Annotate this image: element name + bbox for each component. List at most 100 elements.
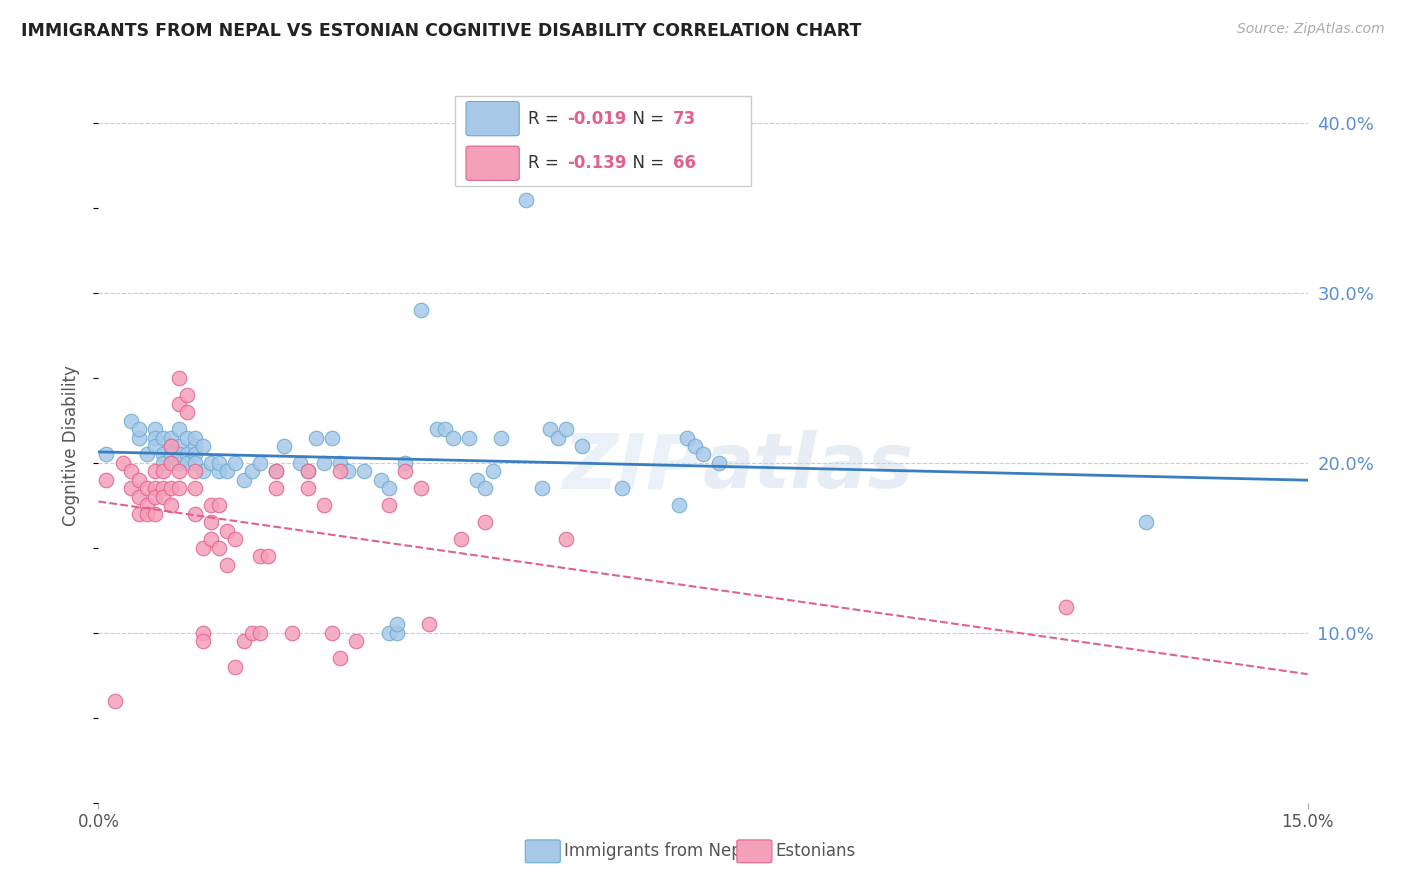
Point [120,413,142,427]
Point [167,456,190,470]
Point [128,422,150,436]
Point [208,541,231,555]
Point [314,499,336,513]
Point [458,430,481,444]
Point [434,422,457,436]
Text: Immigrants from Nepal: Immigrants from Nepal [564,842,756,860]
Point [135,448,157,462]
Point [167,482,190,496]
Point [474,482,496,496]
Text: ZIP: ZIP [564,431,703,504]
Point [143,482,166,496]
Point [385,617,408,632]
Point [418,617,440,632]
Point [167,465,190,479]
Text: R =: R = [527,154,564,172]
Point [184,465,207,479]
Point [240,465,263,479]
Point [160,456,183,470]
Point [394,456,416,470]
Text: N =: N = [621,110,669,128]
Point [193,439,215,453]
Point [160,482,183,496]
Point [474,516,496,530]
Point [377,482,399,496]
Point [184,456,207,470]
Point [143,422,166,436]
Point [256,549,278,564]
Point [409,303,432,318]
Point [224,660,246,674]
Point [249,549,271,564]
Point [160,499,183,513]
Point [176,448,198,462]
Point [152,430,174,444]
Point [193,626,215,640]
Point [143,465,166,479]
Point [160,439,183,453]
Point [370,473,392,487]
Point [217,558,239,572]
Point [683,439,706,453]
Text: N =: N = [621,154,669,172]
Point [193,465,215,479]
Point [143,490,166,504]
Point [200,456,222,470]
Point [184,439,207,453]
Point [555,533,578,547]
Point [314,456,336,470]
Point [135,507,157,521]
Point [152,456,174,470]
FancyBboxPatch shape [737,840,772,863]
Point [538,422,561,436]
Point [184,448,207,462]
Text: R =: R = [527,110,564,128]
Point [297,482,319,496]
Point [111,456,134,470]
Point [217,524,239,538]
Point [232,634,254,648]
Point [152,465,174,479]
Point [337,465,360,479]
Point [426,422,449,436]
Point [353,465,375,479]
FancyBboxPatch shape [465,146,519,180]
Point [224,456,246,470]
Point [288,456,311,470]
Point [264,465,287,479]
Point [465,473,488,487]
Point [167,422,190,436]
Point [200,516,222,530]
Point [707,456,730,470]
Point [441,430,464,444]
Point [143,507,166,521]
Point [96,473,118,487]
Point [297,465,319,479]
Point [200,533,222,547]
Point [1054,600,1077,615]
Point [385,626,408,640]
Point [120,465,142,479]
Point [515,193,537,207]
Point [329,651,352,665]
Point [208,499,231,513]
Point [143,430,166,444]
Point [329,456,352,470]
Point [281,626,304,640]
Point [676,430,699,444]
Point [264,482,287,496]
Point [128,473,150,487]
Point [612,482,634,496]
Point [167,448,190,462]
Text: Source: ZipAtlas.com: Source: ZipAtlas.com [1237,22,1385,37]
Point [176,430,198,444]
Point [692,448,714,462]
Point [184,482,207,496]
Point [555,422,578,436]
Point [160,448,183,462]
Point [668,499,690,513]
Point [143,439,166,453]
Text: IMMIGRANTS FROM NEPAL VS ESTONIAN COGNITIVE DISABILITY CORRELATION CHART: IMMIGRANTS FROM NEPAL VS ESTONIAN COGNIT… [21,22,862,40]
Point [200,499,222,513]
Point [152,490,174,504]
